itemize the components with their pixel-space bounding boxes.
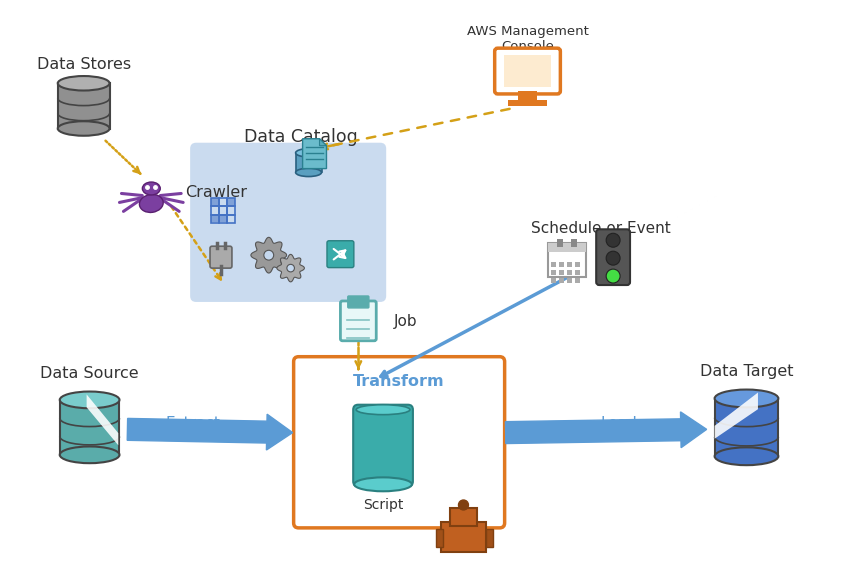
Ellipse shape — [354, 478, 412, 491]
FancyBboxPatch shape — [293, 357, 504, 528]
FancyBboxPatch shape — [440, 522, 486, 552]
Bar — [486, 529, 493, 547]
Bar — [227, 198, 235, 206]
Bar — [551, 262, 557, 267]
Bar — [296, 153, 321, 172]
Ellipse shape — [296, 168, 321, 176]
FancyBboxPatch shape — [190, 143, 386, 302]
Circle shape — [264, 250, 274, 260]
Bar — [219, 206, 227, 214]
Bar — [571, 239, 577, 247]
Ellipse shape — [715, 390, 778, 407]
Bar — [219, 198, 227, 206]
Ellipse shape — [139, 195, 163, 213]
FancyBboxPatch shape — [353, 405, 413, 486]
Bar — [227, 214, 235, 223]
FancyBboxPatch shape — [450, 508, 477, 526]
Bar — [435, 529, 443, 547]
Bar — [559, 262, 564, 267]
Text: Transform: Transform — [353, 374, 445, 389]
Bar — [568, 262, 572, 267]
Bar — [210, 198, 219, 206]
Ellipse shape — [60, 391, 120, 408]
FancyBboxPatch shape — [327, 241, 354, 268]
Text: Job: Job — [394, 314, 418, 329]
Bar — [58, 83, 109, 128]
Polygon shape — [320, 139, 327, 146]
Bar — [211, 215, 218, 222]
FancyBboxPatch shape — [348, 296, 369, 308]
Text: Script: Script — [363, 498, 404, 512]
Circle shape — [606, 251, 620, 265]
Ellipse shape — [143, 182, 160, 195]
Bar — [551, 270, 557, 275]
FancyBboxPatch shape — [210, 246, 232, 268]
Bar — [210, 214, 219, 223]
Bar — [227, 206, 235, 214]
Polygon shape — [86, 394, 118, 445]
Bar — [60, 400, 120, 455]
Text: Data Stores: Data Stores — [37, 57, 131, 71]
Text: Crawler: Crawler — [186, 185, 247, 200]
Polygon shape — [251, 237, 286, 273]
Bar — [210, 206, 219, 214]
Polygon shape — [303, 139, 327, 169]
Bar — [575, 262, 581, 267]
Circle shape — [606, 269, 620, 283]
Ellipse shape — [58, 121, 109, 136]
Circle shape — [606, 233, 620, 247]
Polygon shape — [715, 393, 758, 439]
Text: Data Catalog: Data Catalog — [244, 128, 357, 146]
Bar — [568, 270, 572, 275]
Bar — [568, 278, 572, 283]
Bar — [211, 199, 218, 206]
Bar — [504, 55, 551, 87]
Bar — [220, 215, 227, 222]
FancyBboxPatch shape — [340, 301, 376, 341]
FancyBboxPatch shape — [596, 229, 630, 285]
Text: Load: Load — [601, 416, 638, 431]
Polygon shape — [505, 412, 707, 448]
Text: Data Target: Data Target — [699, 364, 793, 379]
Bar — [508, 100, 547, 106]
Ellipse shape — [296, 149, 321, 157]
Ellipse shape — [715, 447, 778, 465]
Bar — [715, 398, 778, 456]
Bar — [559, 278, 564, 283]
Bar — [575, 278, 581, 283]
FancyBboxPatch shape — [495, 48, 560, 94]
Bar — [548, 243, 587, 252]
Bar — [557, 239, 563, 247]
Bar — [551, 278, 557, 283]
Text: Extract: Extract — [166, 416, 221, 431]
Polygon shape — [277, 254, 304, 282]
Text: Schedule or Event: Schedule or Event — [531, 221, 671, 236]
Bar — [517, 91, 538, 100]
Bar — [227, 199, 235, 206]
Ellipse shape — [60, 447, 120, 463]
Ellipse shape — [58, 76, 109, 90]
Circle shape — [287, 264, 294, 272]
Text: Data Source: Data Source — [40, 366, 139, 381]
Ellipse shape — [357, 405, 410, 415]
Bar — [219, 214, 227, 223]
Text: AWS Management
Console: AWS Management Console — [467, 25, 588, 53]
Circle shape — [458, 500, 469, 510]
Bar — [575, 270, 581, 275]
FancyBboxPatch shape — [548, 243, 587, 277]
Polygon shape — [127, 414, 292, 450]
Bar — [559, 270, 564, 275]
